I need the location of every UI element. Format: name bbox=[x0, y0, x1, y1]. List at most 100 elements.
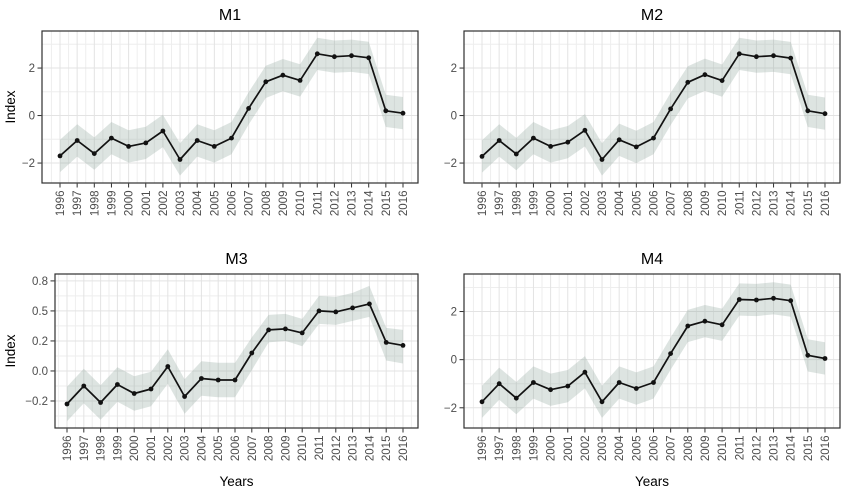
x-tick-label: 2016 bbox=[820, 191, 832, 217]
data-point bbox=[263, 79, 269, 85]
data-point bbox=[513, 151, 519, 157]
data-point bbox=[74, 138, 80, 143]
x-tick-label: 2016 bbox=[398, 191, 410, 217]
data-point bbox=[788, 298, 794, 304]
x-tick-label: 2009 bbox=[278, 191, 290, 217]
data-point bbox=[350, 305, 355, 311]
data-point bbox=[109, 135, 114, 141]
y-tick-label: 2 bbox=[451, 307, 457, 319]
y-tick-label: 0.2 bbox=[32, 336, 48, 348]
data-point bbox=[182, 394, 188, 399]
x-tick-label: 2003 bbox=[180, 436, 192, 462]
y-axis-label: Index bbox=[3, 334, 18, 367]
x-tick-label: 2008 bbox=[261, 191, 273, 217]
data-point bbox=[719, 78, 725, 83]
data-point bbox=[531, 380, 536, 385]
minor-gridlines bbox=[55, 274, 418, 428]
data-point bbox=[126, 144, 131, 149]
x-tick-label: 1999 bbox=[528, 436, 540, 462]
x-tick-label: 2000 bbox=[129, 436, 141, 462]
x-tick-label: 2010 bbox=[717, 191, 729, 217]
axis-ticks bbox=[50, 280, 404, 433]
x-tick-label: 2006 bbox=[227, 191, 239, 217]
panel-title: M1 bbox=[219, 7, 241, 24]
y-tick-label: 0.8 bbox=[32, 276, 48, 288]
data-point bbox=[736, 297, 742, 302]
data-point bbox=[332, 54, 337, 60]
data-point bbox=[668, 106, 673, 112]
x-tick-label: 2005 bbox=[213, 436, 225, 462]
x-tick-label: 2012 bbox=[331, 436, 343, 462]
data-point bbox=[599, 399, 605, 405]
major-gridlines bbox=[464, 274, 840, 428]
x-tick-label: 2013 bbox=[769, 191, 781, 217]
x-tick-label: 1999 bbox=[106, 191, 118, 217]
data-point bbox=[383, 340, 389, 345]
data-point bbox=[479, 399, 485, 405]
x-tick-label: 1996 bbox=[477, 191, 489, 217]
data-point bbox=[215, 377, 221, 383]
y-tick-label: 2 bbox=[451, 63, 457, 75]
x-tick-label: 2016 bbox=[820, 436, 832, 462]
x-tick-label: 2015 bbox=[803, 191, 815, 217]
chart-panel-m2: −2 0 2 1996 1997 1998 1999 2000 2001 2002 2003 2004… bbox=[444, 7, 841, 217]
panel-border bbox=[54, 273, 419, 429]
data-point bbox=[64, 401, 70, 407]
y-tick-label: −0.2 bbox=[25, 396, 48, 408]
axis-ticks bbox=[459, 67, 826, 188]
data-point bbox=[280, 72, 286, 78]
data-point bbox=[736, 51, 742, 57]
data-point bbox=[333, 309, 339, 315]
data-points bbox=[57, 51, 406, 162]
data-point bbox=[232, 377, 238, 383]
data-point bbox=[513, 395, 519, 401]
minor-gridlines bbox=[464, 31, 840, 183]
panel-border bbox=[463, 30, 841, 184]
x-axis-label: Years bbox=[219, 474, 253, 489]
x-tick-label: 1996 bbox=[55, 191, 67, 217]
x-tick-label: 1999 bbox=[528, 191, 540, 217]
x-tick-label: 2009 bbox=[280, 436, 292, 462]
x-tick-label: 2016 bbox=[398, 436, 410, 462]
data-point bbox=[479, 154, 485, 159]
data-point bbox=[366, 55, 372, 61]
data-point bbox=[383, 108, 389, 114]
minor-gridlines bbox=[42, 31, 418, 183]
data-point bbox=[98, 400, 103, 405]
x-tick-label: 2006 bbox=[649, 191, 661, 217]
data-point bbox=[651, 135, 656, 141]
data-point bbox=[771, 53, 776, 59]
data-point bbox=[496, 381, 502, 387]
data-point bbox=[651, 380, 656, 385]
x-tick-label: 2003 bbox=[597, 191, 609, 217]
x-tick-label: 2002 bbox=[158, 191, 170, 217]
data-point bbox=[57, 153, 63, 159]
data-point bbox=[565, 139, 571, 145]
data-point bbox=[788, 55, 794, 61]
data-point bbox=[496, 138, 502, 143]
x-tick-label: 2003 bbox=[597, 436, 609, 462]
x-tick-label: 2008 bbox=[264, 436, 276, 462]
data-point bbox=[115, 382, 120, 387]
x-tick-label: 2002 bbox=[163, 436, 175, 462]
x-tick-label: 2007 bbox=[247, 436, 259, 462]
data-point bbox=[349, 53, 354, 59]
x-tick-label: 2003 bbox=[175, 191, 187, 217]
data-point bbox=[229, 135, 234, 141]
data-point bbox=[719, 322, 725, 328]
x-tick-label: 2008 bbox=[683, 436, 695, 462]
data-point bbox=[548, 387, 553, 393]
data-point bbox=[316, 308, 322, 314]
data-point bbox=[249, 350, 255, 356]
panel-border bbox=[463, 273, 841, 429]
x-tick-label: 2011 bbox=[312, 191, 324, 216]
x-tick-label: 2014 bbox=[364, 435, 376, 461]
data-point bbox=[582, 369, 588, 375]
data-points bbox=[64, 301, 406, 407]
x-tick-label: 2005 bbox=[209, 191, 221, 217]
data-point bbox=[160, 128, 166, 134]
x-tick-label: 2011 bbox=[734, 191, 746, 216]
x-tick-label: 2004 bbox=[192, 190, 204, 216]
panel-title: M2 bbox=[641, 7, 663, 24]
